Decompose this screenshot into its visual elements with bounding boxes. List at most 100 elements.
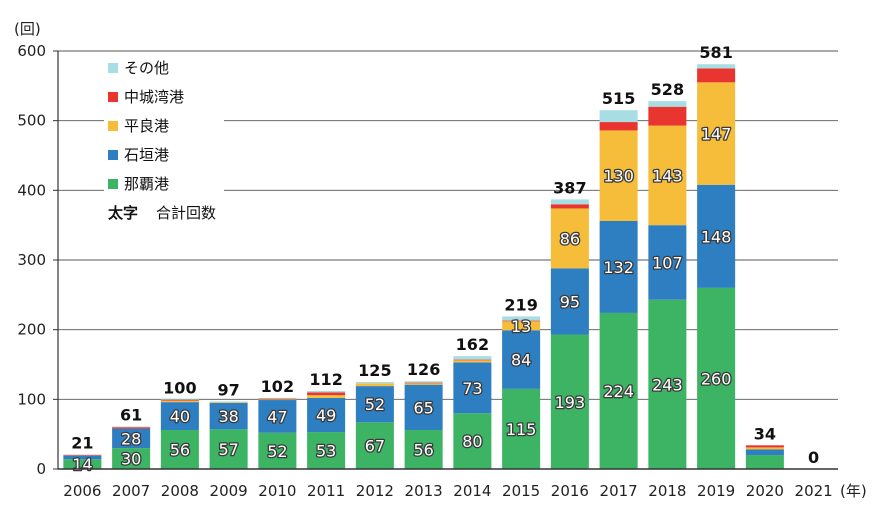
bar-segment (307, 392, 346, 396)
bar-segment (160, 429, 199, 469)
bar-segment (745, 449, 784, 456)
bar-segment (697, 287, 736, 469)
total-label: 0 (808, 448, 819, 467)
total-label: 219 (504, 295, 537, 314)
y-tick-label: 0 (36, 460, 46, 478)
total-label: 528 (651, 80, 684, 99)
bar-segment (160, 402, 199, 430)
bar-segment (599, 220, 638, 313)
bar-segment (258, 398, 297, 400)
legend-background (104, 58, 224, 232)
bar-segment (697, 68, 736, 83)
x-tick-label: 2020 (746, 482, 784, 500)
segment-value-label: 56 (170, 440, 190, 459)
bar-segment (307, 395, 346, 398)
segment-value-label: 95 (560, 292, 580, 311)
segment-value-label: 107 (652, 253, 683, 272)
bar-segment (112, 428, 151, 449)
bar-segment (648, 101, 687, 107)
segment-value-label: 148 (701, 227, 732, 246)
bar-segment (63, 455, 102, 456)
bar-segment (404, 382, 443, 384)
bar-segment (307, 390, 346, 393)
bar-segment (258, 400, 297, 433)
bar-segment (112, 426, 151, 428)
bar-segment (258, 397, 297, 399)
bar-segment (355, 383, 394, 387)
bar-segment (307, 397, 346, 433)
segment-value-label: 132 (603, 258, 634, 277)
segment-value-label: 80 (462, 432, 482, 451)
x-axis-ticks: 2006 2007 2008 2009 2010 2011 2012 2013 2014 2015… (63, 482, 832, 500)
bar-segment (502, 330, 541, 389)
segment-value-label: 143 (652, 166, 683, 185)
segment-labels: 14 30 28 56 40 57 38 52 47 53 49 67 52 56 65 80 73 115 84 1… (71, 123, 733, 475)
bar-segment (599, 312, 638, 469)
segment-value-label: 30 (121, 450, 141, 469)
x-tick-label: 2017 (600, 482, 638, 500)
bar-segment (697, 82, 736, 185)
bar-segment (355, 422, 394, 469)
bar-segment (63, 459, 102, 469)
total-label: 21 (71, 433, 93, 452)
segment-value-label: 224 (603, 382, 634, 401)
bar-segment (404, 381, 443, 383)
x-tick-label: 2015 (502, 482, 540, 500)
bar-segment (453, 362, 492, 414)
x-tick-label: 2019 (697, 482, 735, 500)
bar-segment (502, 321, 541, 331)
x-tick-label: 2018 (648, 482, 686, 500)
y-axis-unit-label: (回) (14, 20, 41, 38)
bar-segment (599, 130, 638, 221)
x-tick-label: 2014 (453, 482, 491, 500)
segment-value-label: 86 (560, 229, 580, 248)
total-label: 97 (217, 380, 239, 399)
x-tick-label: 2016 (551, 482, 589, 500)
segment-value-label: 147 (701, 125, 732, 144)
segment-value-label: 243 (652, 375, 683, 394)
legend-swatch (108, 63, 118, 73)
total-label: 125 (358, 361, 391, 380)
bar-segment (404, 384, 443, 430)
total-labels: 21 61 100 97 102 112 125 126 162 219 387 515 528 581 3… (71, 43, 819, 467)
legend-note-text: 合計回数 (156, 204, 216, 222)
bar-segment (404, 383, 443, 385)
segment-value-label: 14 (72, 455, 92, 474)
legend-swatch (108, 150, 118, 160)
bar-segment (697, 64, 736, 69)
y-tick-label: 200 (17, 321, 46, 339)
bar-segment (453, 359, 492, 361)
segment-value-label: 52 (267, 442, 287, 461)
bar-segment (453, 356, 492, 360)
legend-label: 那覇港 (124, 175, 169, 193)
legend-swatch (108, 92, 118, 102)
legend-label: その他 (124, 59, 169, 77)
bar-segment (355, 381, 394, 384)
bar-segment (453, 413, 492, 469)
bar-segment (745, 447, 784, 450)
total-label: 34 (754, 424, 776, 443)
legend-swatch (108, 179, 118, 189)
total-label: 61 (120, 406, 142, 425)
bar-segment (258, 432, 297, 469)
segment-value-label: 84 (511, 351, 531, 370)
segment-value-label: 40 (170, 407, 190, 426)
x-tick-label: 2006 (63, 482, 101, 500)
segment-value-label: 193 (555, 393, 586, 412)
bar-segment (209, 429, 248, 469)
bar-segment (209, 402, 248, 403)
y-axis-ticks: 0 100 200 300 400 500 600 (17, 42, 59, 478)
bar-segment (697, 184, 736, 288)
bar-segment (160, 400, 199, 401)
segment-value-label: 73 (462, 379, 482, 398)
x-tick-label: 2011 (307, 482, 345, 500)
bar-segment (550, 268, 589, 335)
x-tick-label: 2021 (795, 482, 833, 500)
bar-segment (550, 199, 589, 205)
total-label: 162 (456, 335, 489, 354)
bar-segment (550, 208, 589, 269)
x-tick-label: 2009 (210, 482, 248, 500)
bar-segment (63, 455, 102, 460)
x-tick-label: 2008 (161, 482, 199, 500)
